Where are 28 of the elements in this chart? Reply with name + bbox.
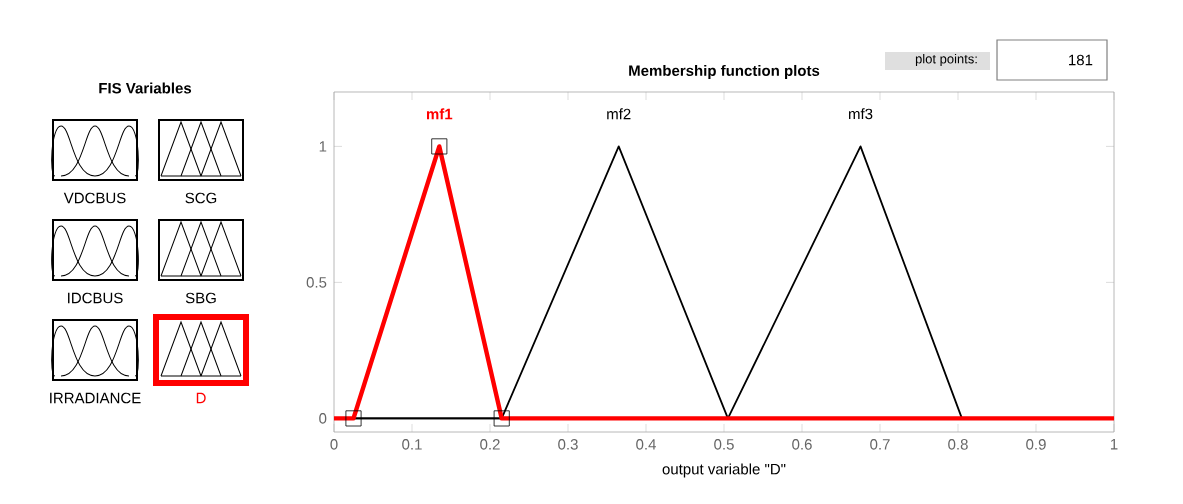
text: VDCBUS (63, 192, 126, 204)
x-tick-label: 0.5 (714, 439, 734, 450)
x-tick-label: 0 (330, 439, 338, 450)
series-label: mf2 (607, 108, 631, 120)
series-label: mf3 (849, 108, 873, 120)
x-tick-label: 0.6 (792, 439, 812, 450)
text: SBG (185, 292, 216, 304)
text: SCG (185, 192, 217, 204)
x-tick-label: 0.4 (636, 439, 656, 450)
chart-title: Membership function plots (629, 64, 820, 79)
series-label: mf1 (426, 108, 453, 120)
text: 181 (1069, 54, 1093, 66)
x-tick-label: 0.3 (558, 439, 578, 450)
x-tick-label: 1 (1110, 439, 1118, 450)
x-tick-label: 0.7 (870, 439, 890, 450)
text: IDCBUS (68, 292, 123, 304)
x-tick-label: 0.2 (480, 439, 500, 450)
x-tick-label: 0.8 (948, 439, 968, 450)
text: D (196, 392, 206, 404)
text: FIS Variables (99, 82, 192, 94)
y-tick-label: 1 (319, 141, 327, 152)
text: IRRADIANCE (50, 392, 141, 404)
y-tick-label: 0 (319, 413, 327, 424)
x-tick-label: 0.1 (402, 439, 422, 450)
x-axis-title: output variable "D" (662, 463, 786, 478)
text: plot points: (915, 53, 977, 67)
y-tick-label: 0.5 (306, 277, 327, 288)
x-tick-label: 0.9 (1026, 439, 1046, 450)
